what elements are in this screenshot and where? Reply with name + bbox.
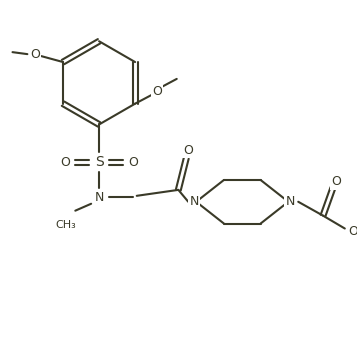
Text: N: N <box>286 195 295 208</box>
Text: N: N <box>94 191 104 204</box>
Text: N: N <box>190 195 199 208</box>
Text: O: O <box>152 85 162 98</box>
Text: O: O <box>60 156 70 169</box>
Text: O: O <box>183 144 193 157</box>
Text: S: S <box>95 155 104 169</box>
Text: O: O <box>331 175 341 188</box>
Text: O: O <box>348 225 357 238</box>
Text: O: O <box>128 156 138 169</box>
Text: CH₃: CH₃ <box>55 220 76 230</box>
Text: O: O <box>30 48 40 61</box>
